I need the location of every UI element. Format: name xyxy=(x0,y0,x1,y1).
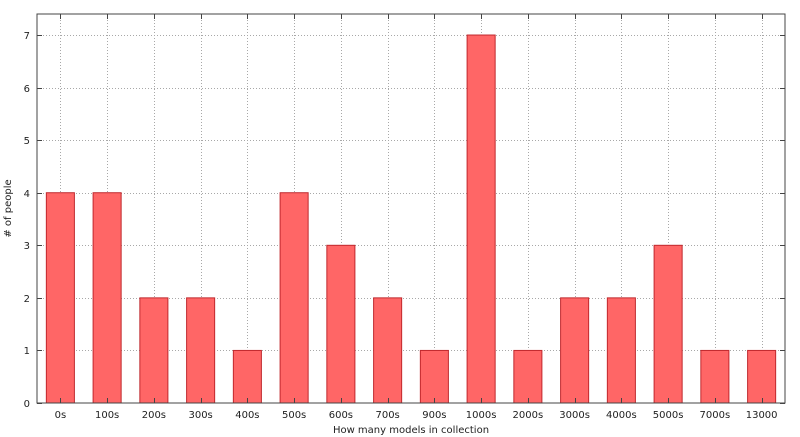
y-tick-label: 0 xyxy=(24,399,30,410)
x-tick-label: 7000s xyxy=(700,410,731,421)
x-tick-label: 3000s xyxy=(559,410,590,421)
x-tick-label: 200s xyxy=(142,410,166,421)
x-tick-labels: 0s 100s 200s 300s 400s 500s 600s 700s 900s 1000s 2… xyxy=(55,410,778,421)
bars xyxy=(45,34,777,404)
bar xyxy=(747,349,777,404)
x-tick-label: 600s xyxy=(329,410,353,421)
x-tick-label: 1000s xyxy=(466,410,497,421)
y-tick-label: 6 xyxy=(24,84,30,95)
tick-marks xyxy=(37,14,785,404)
x-tick-label: 700s xyxy=(375,410,399,421)
y-tick-label: 3 xyxy=(24,241,30,252)
x-tick-label: 4000s xyxy=(606,410,637,421)
y-tick-labels: 0 1 2 3 4 5 6 7 xyxy=(24,31,30,410)
bar xyxy=(560,297,590,404)
bar xyxy=(92,192,122,404)
plot-frame xyxy=(36,13,786,404)
x-tick-label: 900s xyxy=(422,410,446,421)
x-axis-label: How many models in collection xyxy=(333,425,489,436)
bar xyxy=(466,34,496,404)
y-tick-label: 1 xyxy=(24,346,30,357)
bar xyxy=(373,297,403,404)
x-tick-label: 300s xyxy=(188,410,212,421)
y-tick-label: 4 xyxy=(24,189,30,200)
bar xyxy=(186,297,216,404)
x-tick-label: 100s xyxy=(95,410,119,421)
bar xyxy=(419,349,449,404)
bar xyxy=(232,349,262,404)
y-axis-label: # of people xyxy=(3,179,14,237)
x-tick-label: 13000 xyxy=(746,410,778,421)
y-tick-label: 7 xyxy=(24,31,30,42)
y-tick-label: 2 xyxy=(24,294,30,305)
bar xyxy=(139,297,169,404)
bar xyxy=(279,192,309,404)
y-tick-label: 5 xyxy=(24,136,30,147)
bar xyxy=(653,244,683,404)
bar xyxy=(606,297,636,404)
bar xyxy=(700,349,730,404)
x-tick-label: 500s xyxy=(282,410,306,421)
x-tick-label: 5000s xyxy=(653,410,684,421)
x-tick-label: 0s xyxy=(55,410,67,421)
bar xyxy=(45,192,75,404)
x-tick-label: 2000s xyxy=(513,410,544,421)
bar xyxy=(326,244,356,404)
bar xyxy=(513,349,543,404)
x-tick-label: 400s xyxy=(235,410,259,421)
